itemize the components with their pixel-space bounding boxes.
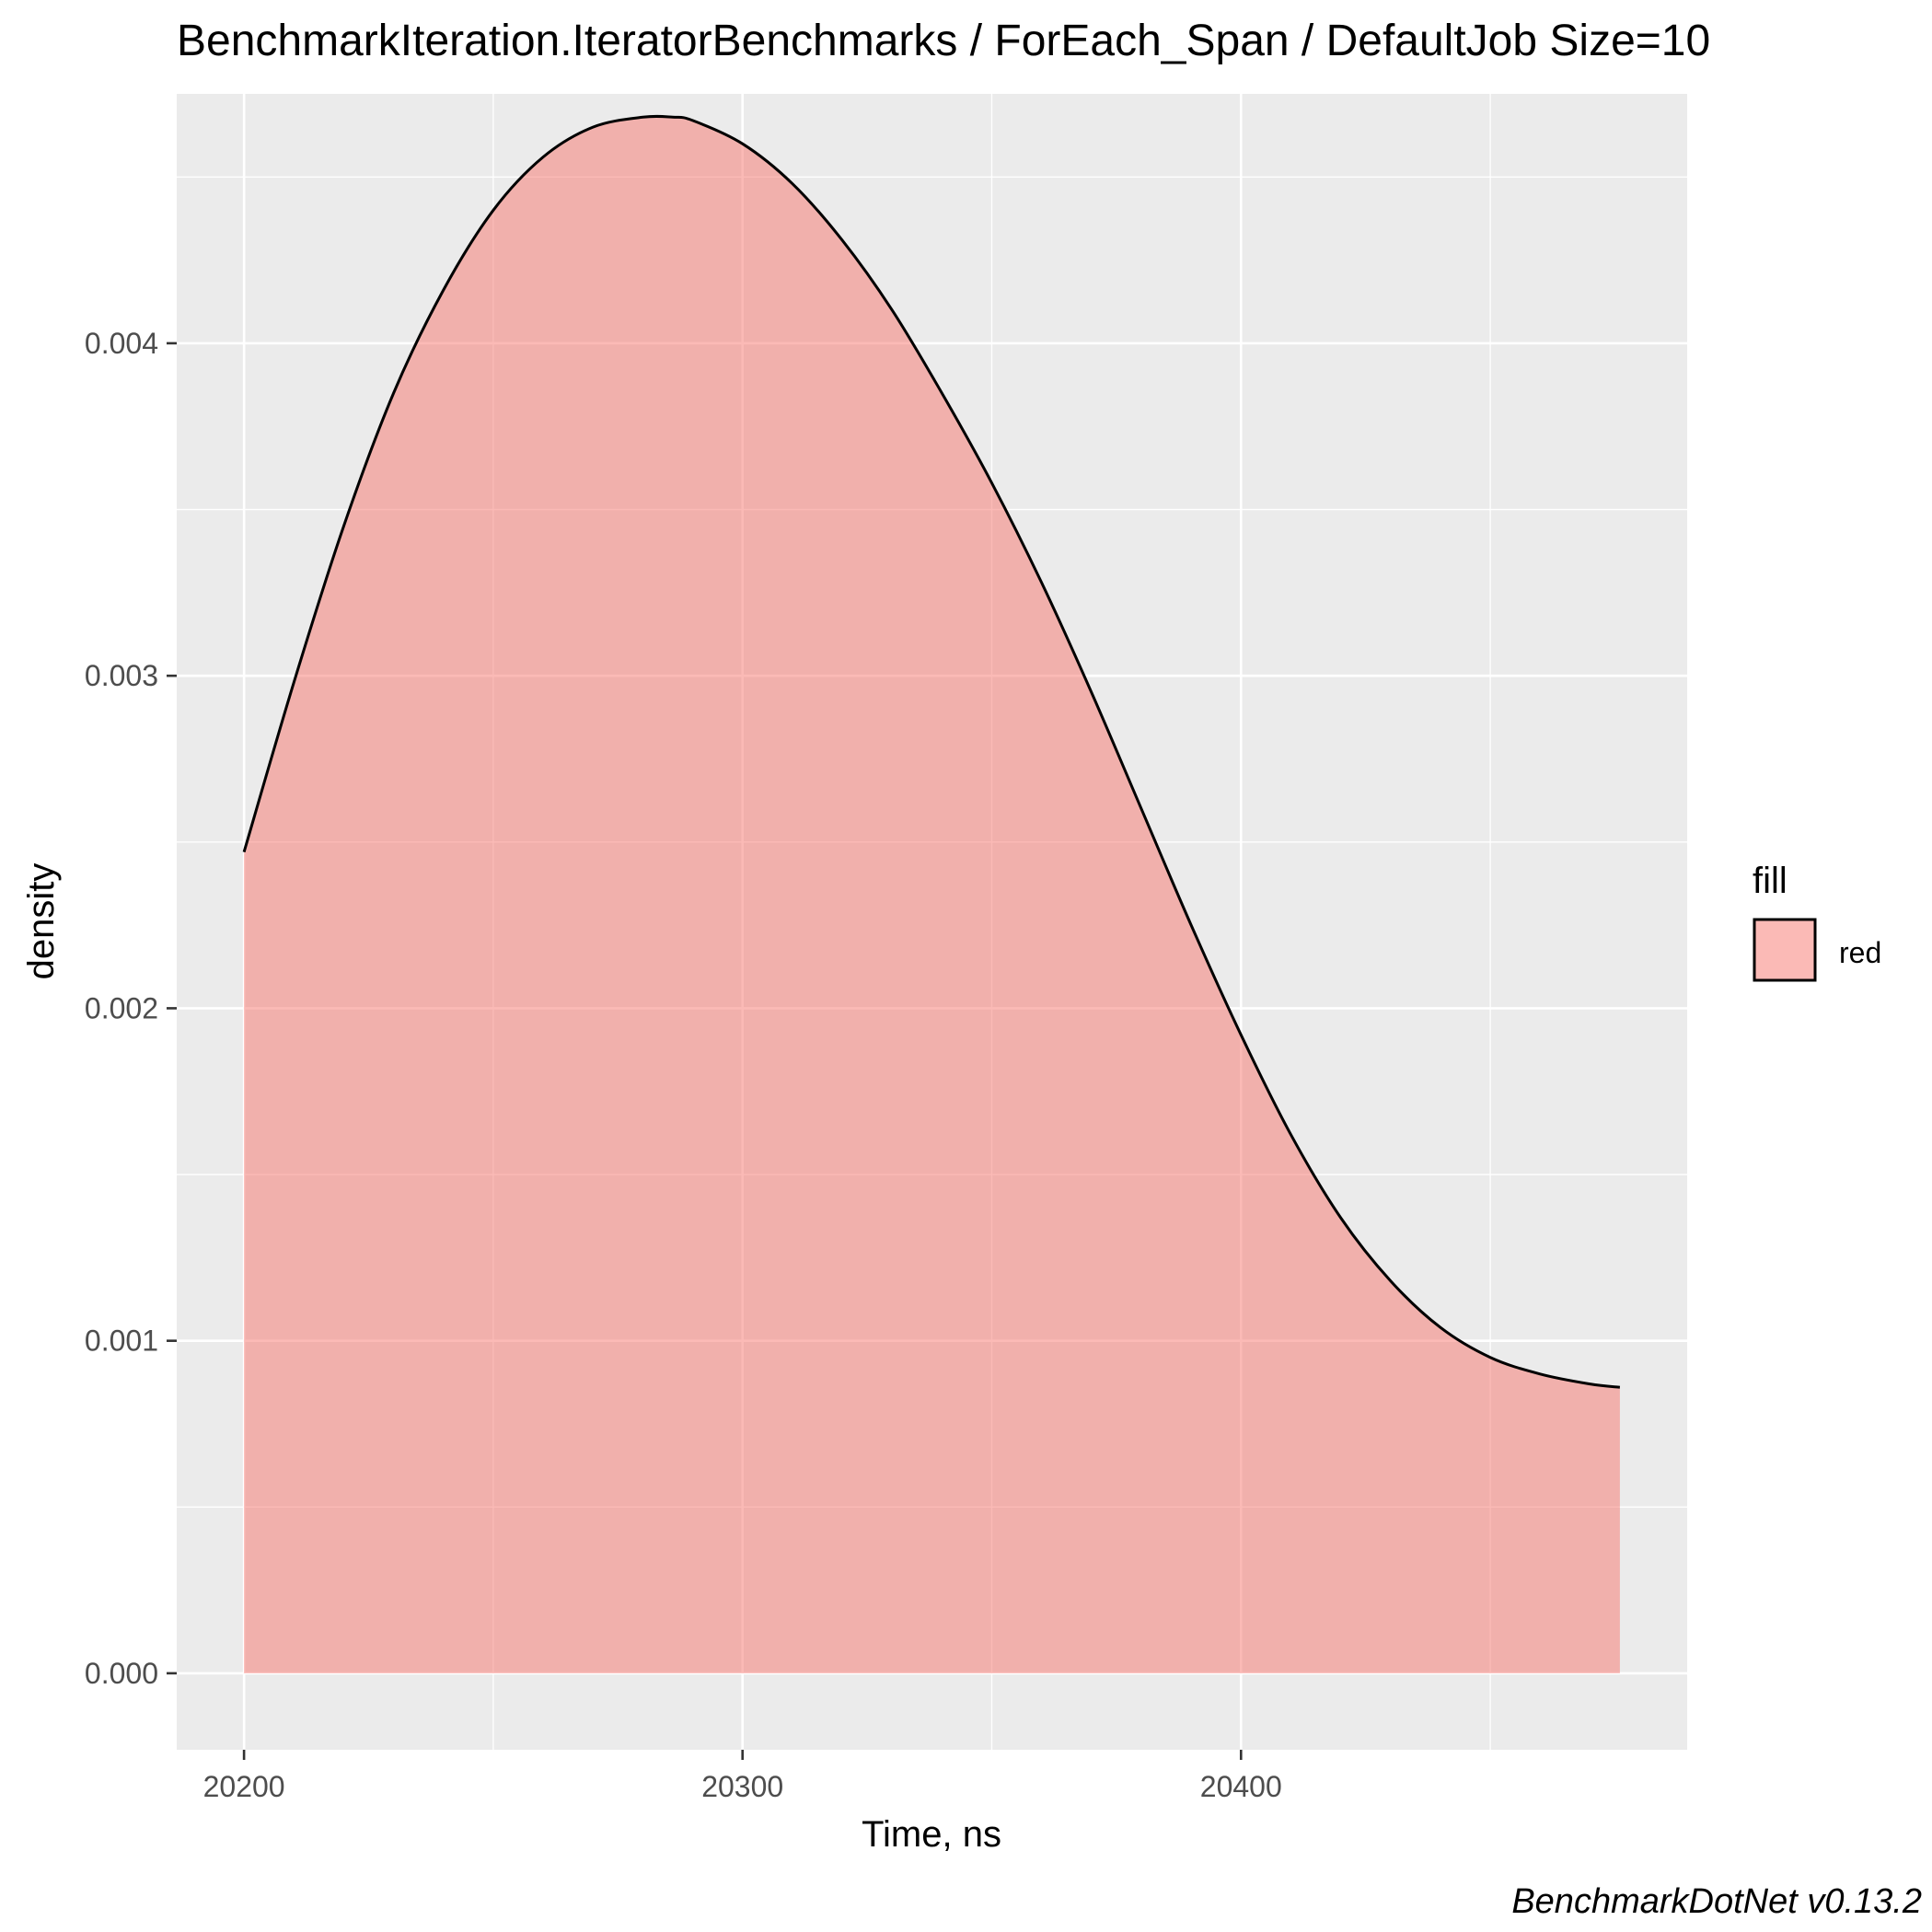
y-tick-label: 0.001 <box>85 1325 158 1358</box>
density-line <box>242 114 1621 1389</box>
x-tick-label: 20400 <box>1200 1770 1282 1803</box>
chart-caption: BenchmarkDotNet v0.13.2 <box>1511 1882 1922 1921</box>
legend-key-red <box>1753 918 1817 982</box>
y-axis-title: density <box>21 863 62 980</box>
legend-title: fill <box>1753 861 1787 901</box>
x-axis: 20200 20300 20400 <box>203 1750 1282 1803</box>
y-tick-label: 0.004 <box>85 327 158 360</box>
y-tick-label: 0.000 <box>85 1657 158 1690</box>
legend-label-red: red <box>1839 936 1881 969</box>
chart-title: BenchmarkIteration.IteratorBenchmarks / … <box>177 17 1710 65</box>
y-axis: 0.000 0.001 0.002 0.003 0.004 <box>85 327 177 1690</box>
x-tick-label: 20200 <box>203 1770 285 1803</box>
density-area <box>244 116 1620 1673</box>
x-tick-label: 20300 <box>701 1770 783 1803</box>
legend: fill red <box>1753 861 1881 982</box>
y-tick-label: 0.002 <box>85 991 158 1024</box>
y-tick-label: 0.003 <box>85 659 158 692</box>
x-axis-title: Time, ns <box>862 1814 1001 1855</box>
